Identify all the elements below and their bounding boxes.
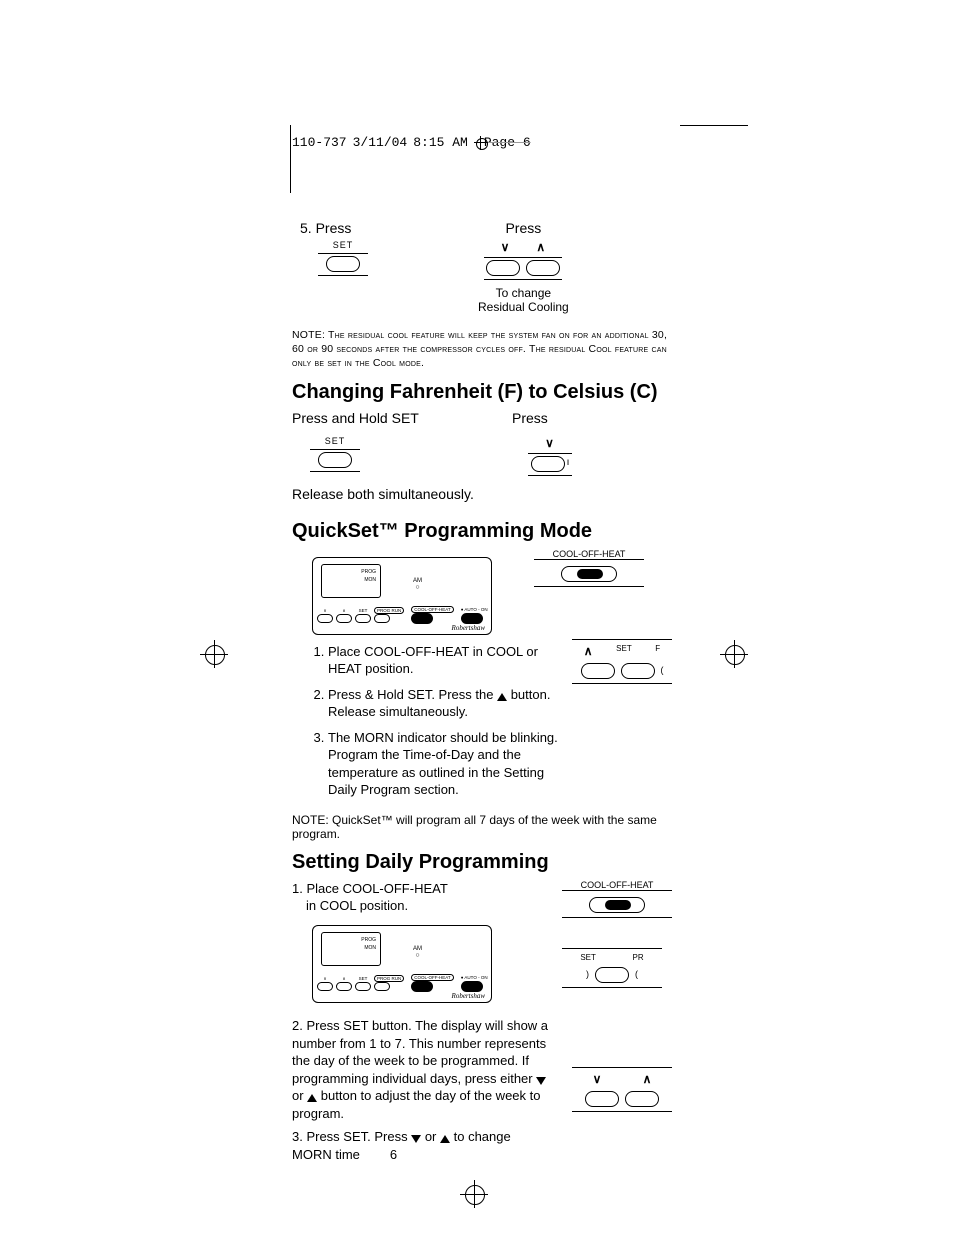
daily-step-1a: 1. Place COOL-OFF-HEAT: [292, 881, 448, 896]
registration-mark-icon: [200, 640, 228, 668]
page-number: 6: [364, 1146, 424, 1164]
thermostat-device-illustration-2: PROG MON AM○ ∨ ∧ SET PROG RUN COOL-OFF-H…: [312, 925, 492, 1003]
partial-button-edge: (: [635, 969, 638, 979]
cool-off-heat-switch-icon: [589, 897, 645, 913]
step5-right-label: Press: [505, 220, 541, 236]
device-down-label: ∨: [323, 608, 326, 613]
up-arrow-icon: [497, 688, 507, 706]
thermostat-device-illustration: PROG MON AM○ ∨ ∧ SET PROG RUN COOL-OFF-H…: [312, 557, 492, 635]
down-chevron-icon: ∨: [501, 240, 511, 254]
device-set-label: SET: [359, 976, 368, 981]
up-chevron-icon: ∧: [584, 644, 593, 658]
device-up-label: ∧: [342, 976, 345, 981]
press-label: Press: [512, 410, 548, 426]
set-button-icon: [318, 452, 352, 468]
step5-caption1: To change: [496, 286, 551, 300]
registration-mark-icon: [460, 1180, 488, 1208]
doc-date: 3/11/04: [353, 135, 408, 150]
cool-off-heat-switch-icon: [561, 566, 617, 582]
down-arrow-icon: [411, 1130, 421, 1148]
down-button-icon: [585, 1091, 619, 1107]
cool-off-heat-label: COOL-OFF-HEAT: [553, 549, 626, 559]
doc-id: 110-737: [292, 135, 347, 150]
set-pr-callout: SET PR ) (: [562, 948, 662, 988]
registration-mark-icon: [720, 640, 748, 668]
partial-button-edge: (: [661, 665, 664, 675]
set-button-callout: ∧ SET F (: [572, 639, 672, 684]
down-button-icon: [531, 456, 565, 472]
set-button-icon: [595, 967, 629, 983]
device-down-label: ∨: [323, 976, 326, 981]
press-hold-set-label: Press and Hold SET: [292, 410, 419, 426]
device-up-label: ∧: [342, 608, 345, 613]
up-button-icon: [625, 1091, 659, 1107]
device-brand: Robertshaw: [452, 992, 485, 1000]
daily-step-1: 1. Place COOL-OFF-HEAT in COOL position.: [292, 880, 542, 915]
down-arrow-icon: [536, 1072, 546, 1090]
up-arrow-icon: [440, 1130, 450, 1148]
up-chevron-icon: ∧: [536, 240, 546, 254]
pr-label: PR: [633, 953, 644, 962]
daily-step-3: 3. Press SET. Press or to change MORN ti…: [292, 1128, 552, 1163]
cool-off-heat-label: COOL-OFF-HEAT: [581, 880, 654, 890]
release-both-text: Release both simultaneously.: [292, 486, 672, 502]
step5-left-label: 5. Press: [300, 220, 351, 236]
screen-mon: MON: [364, 945, 376, 951]
quickset-step-1-text: Place COOL-OFF-HEAT in COOL or HEAT posi…: [328, 644, 538, 677]
set-label: SET: [580, 953, 596, 962]
quickset-step-3: The MORN indicator should be blinking. P…: [328, 729, 562, 799]
device-coh-label: COOL-OFF-HEAT: [411, 606, 453, 613]
quickset-step-1: Place COOL-OFF-HEAT in COOL or HEAT posi…: [328, 643, 562, 678]
doc-page: Page 6: [484, 135, 531, 150]
set-button-icon: [326, 256, 360, 272]
down-chevron-icon: ∨: [545, 436, 555, 450]
step5-caption2: Residual Cooling: [478, 300, 569, 314]
up-button-icon: [526, 260, 560, 276]
section-f-to-c-title: Changing Fahrenheit (F) to Celsius (C): [292, 381, 672, 404]
device-set-label: SET: [359, 608, 368, 613]
quickset-note: NOTE: QuickSet™ will program all 7 days …: [292, 813, 672, 841]
partial-button-edge: ): [586, 969, 589, 979]
quickset-step-3-text: The MORN indicator should be blinking. P…: [328, 730, 558, 798]
down-button-icon: [486, 260, 520, 276]
print-header: 110-737 3/11/04 8:15 AM Page 6: [292, 135, 672, 150]
partial-button-edge: ı: [567, 457, 570, 468]
device-brand: Robertshaw: [452, 624, 485, 632]
screen-prog: PROG: [361, 937, 376, 943]
daily-step-2: 2. Press SET button. The display will sh…: [292, 1017, 552, 1122]
partial-label: F: [655, 644, 660, 658]
daily-step-1b: in COOL position.: [306, 897, 408, 915]
screen-prog: PROG: [361, 569, 376, 575]
device-auto-label: ● AUTO - ON: [461, 975, 488, 980]
set-label: SET: [325, 436, 346, 446]
set-label: SET: [333, 240, 354, 250]
quickset-step-2: Press & Hold SET. Press the button. Rele…: [328, 686, 562, 721]
section-daily-title: Setting Daily Programming: [292, 851, 672, 874]
device-progrun-label: PROG RUN: [374, 607, 404, 614]
up-chevron-icon: ∧: [643, 1072, 652, 1086]
screen-mon: MON: [364, 577, 376, 583]
registration-mark-icon: [474, 136, 488, 150]
up-button-icon: [581, 663, 615, 679]
set-button-icon: [621, 663, 655, 679]
device-progrun-label: PROG RUN: [374, 975, 404, 982]
step5-row: 5. Press SET Press ∨ ∧ To change Residua…: [292, 220, 672, 314]
up-arrow-icon: [307, 1089, 317, 1107]
section-quickset-title: QuickSet™ Programming Mode: [292, 520, 672, 543]
down-chevron-icon: ∨: [593, 1072, 602, 1086]
device-auto-label: ● AUTO - ON: [461, 607, 488, 612]
up-down-callout: ∨ ∧: [572, 1067, 672, 1112]
residual-cool-note: NOTE: The residual cool feature will kee…: [292, 328, 672, 371]
set-label: SET: [616, 644, 632, 658]
device-coh-label: COOL-OFF-HEAT: [411, 974, 453, 981]
doc-time: 8:15 AM: [413, 135, 468, 150]
